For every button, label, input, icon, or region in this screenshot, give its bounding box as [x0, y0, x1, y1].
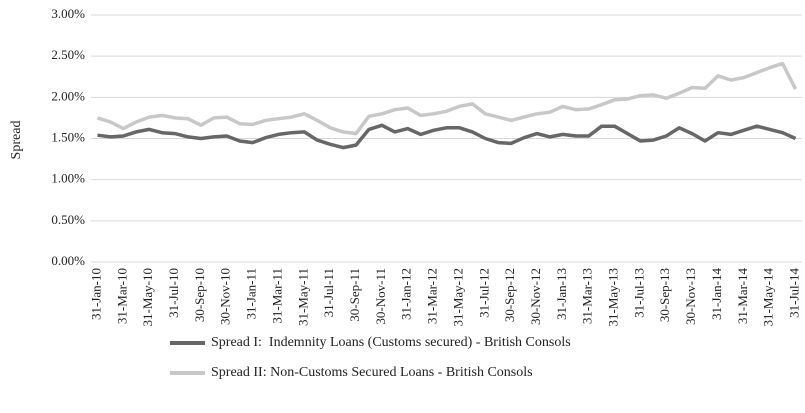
x-tick-label: 31-Mar-11	[269, 268, 284, 324]
x-tick-label: 31-Jul-14	[787, 268, 802, 318]
x-tick-label: 31-Mar-10	[114, 268, 129, 324]
legend-label: Spread I: Indemnity Loans (Customs secur…	[211, 335, 571, 350]
x-tick-label: 31-Mar-14	[735, 268, 750, 325]
x-tick-label: 31-May-10	[140, 268, 155, 327]
series-line	[97, 123, 797, 150]
x-tick-label: 31-Jul-10	[166, 268, 181, 318]
y-tick-label: 2.50%	[51, 47, 85, 62]
y-tick-label: 1.00%	[51, 171, 85, 186]
x-tick-label: 31-Jan-12	[399, 268, 414, 320]
x-tick-label: 31-May-13	[606, 268, 621, 327]
y-tick-label: 0.00%	[51, 253, 85, 268]
x-tick-label: 31-May-11	[295, 268, 310, 326]
x-tick-label: 31-May-14	[761, 268, 776, 327]
x-tick-label: 31-Jan-14	[709, 268, 724, 320]
x-tick-label: 31-Jul-13	[631, 268, 646, 318]
x-tick-label: 31-Jan-11	[244, 268, 259, 320]
x-tick-label: 30-Sep-11	[347, 268, 362, 322]
x-tick-label: 31-Mar-12	[425, 268, 440, 324]
x-tick-label: 30-Nov-11	[373, 268, 388, 325]
series-line	[96, 61, 798, 136]
x-tick-label: 30-Sep-13	[657, 268, 672, 322]
x-tick-label: 30-Nov-10	[218, 268, 233, 325]
x-tick-label: 31-Jul-12	[476, 268, 491, 318]
x-tick-label: 31-Jan-10	[88, 268, 103, 320]
x-tick-label: 31-Jan-13	[554, 268, 569, 320]
x-tick-label: 31-Mar-13	[580, 268, 595, 324]
y-axis-title: Spread	[9, 121, 24, 160]
y-tick-label: 1.50%	[51, 129, 85, 144]
x-tick-label: 30-Nov-12	[528, 268, 543, 325]
x-tick-label: 31-May-12	[450, 268, 465, 327]
legend-label: Spread II: Non-Customs Secured Loans - B…	[211, 365, 533, 380]
x-tick-label: 30-Nov-13	[683, 268, 698, 325]
y-tick-label: 3.00%	[51, 6, 85, 21]
y-tick-label: 0.50%	[51, 212, 85, 227]
x-tick-label: 31-Jul-11	[321, 268, 336, 317]
x-tick-label: 30-Sep-12	[502, 268, 517, 322]
y-tick-label: 2.00%	[51, 88, 85, 103]
x-tick-label: 30-Sep-10	[192, 268, 207, 322]
